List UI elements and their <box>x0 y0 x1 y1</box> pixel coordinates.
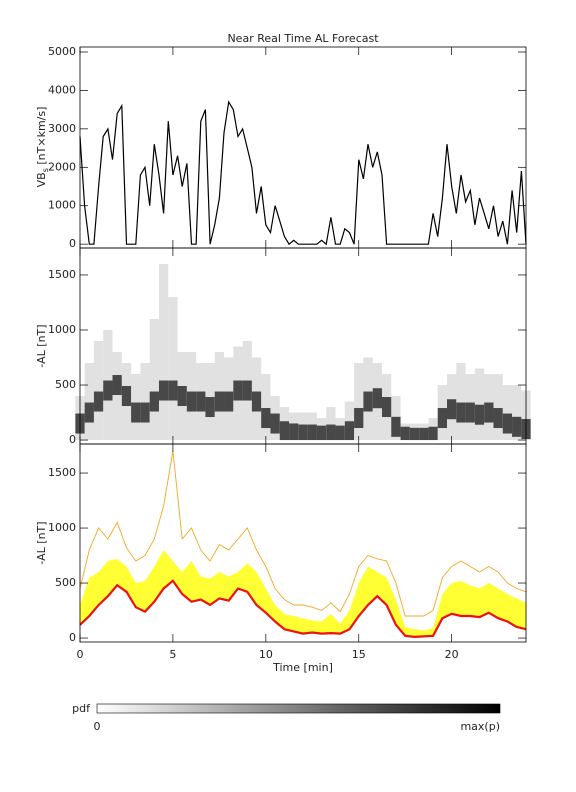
pdf-spread <box>344 401 355 441</box>
line <box>79 100 527 246</box>
pdf-core <box>251 391 262 412</box>
x-tick-label: 20 <box>445 648 459 661</box>
y-tick-label: 0 <box>69 631 76 644</box>
y-tick-label: 500 <box>55 378 76 391</box>
x-tick-label: 15 <box>352 648 366 661</box>
y-tick-label: 0 <box>69 433 76 446</box>
plot-frame <box>79 46 527 249</box>
pdf-core <box>307 424 317 441</box>
pdf-core <box>372 388 382 409</box>
y-tick-label: 1000 <box>48 521 76 534</box>
pdf-spread <box>456 363 466 441</box>
pdf-core <box>344 421 355 441</box>
pdf-core <box>437 408 448 429</box>
pdf-spread <box>140 363 150 441</box>
pdf-core <box>131 402 141 423</box>
pdf-core <box>400 426 410 441</box>
pdf-core <box>298 424 308 441</box>
pdf-core <box>233 380 243 401</box>
colorbar <box>96 703 501 714</box>
pdf-core <box>270 413 280 434</box>
pdf-core <box>279 421 290 441</box>
pdf-core <box>140 402 150 423</box>
max-line <box>79 450 527 617</box>
pdf-spread <box>168 296 178 441</box>
x-tick-label: 10 <box>259 648 273 661</box>
pdf-spread <box>502 385 513 441</box>
pdf-core <box>196 391 206 412</box>
plot-frame <box>79 443 527 643</box>
y-tick-label: 1500 <box>48 466 76 479</box>
pdf-core <box>484 402 494 423</box>
pdf-core <box>409 427 420 441</box>
pdf-spread <box>512 385 522 441</box>
pdf-core <box>381 397 392 418</box>
pdf-core <box>84 402 94 423</box>
colorbar-title: pdf <box>72 702 91 715</box>
pdf-core <box>112 375 122 396</box>
pdf-core <box>493 408 503 429</box>
pdf-core <box>186 391 197 412</box>
y-tick-label: 2000 <box>48 160 76 173</box>
pdf-spread <box>261 374 271 441</box>
y-tick-label: 1000 <box>48 323 76 336</box>
y-axis-label: VBs [nT×km/s] <box>35 107 50 188</box>
y-tick-label: 3000 <box>48 122 76 135</box>
colorbar-min: 0 <box>94 720 101 733</box>
pdf-spread <box>474 368 485 441</box>
pdf-core <box>121 386 132 407</box>
pdf-core <box>391 416 401 437</box>
colorbar-max: max(p) <box>460 720 500 733</box>
pdf-core <box>354 408 364 429</box>
pdf-core <box>214 391 225 412</box>
pdf-core <box>474 404 485 425</box>
pdf-spread <box>493 374 503 441</box>
pdf-core <box>419 427 429 441</box>
pdf-core <box>168 380 178 401</box>
pdf-core <box>149 391 159 412</box>
pdf-core <box>447 399 457 420</box>
y-axis-label: -AL [nT] <box>35 521 48 564</box>
pdf-core <box>465 402 475 423</box>
y-axis-label: -AL [nT] <box>35 324 48 367</box>
y-tick-label: 1500 <box>48 268 76 281</box>
pdf-core <box>502 413 513 434</box>
pdf-core <box>242 380 252 401</box>
x-tick-label: 0 <box>77 648 84 661</box>
chart-title: Near Real Time AL Forecast <box>227 32 379 45</box>
pdf-core <box>261 408 271 429</box>
spread-area <box>80 550 526 637</box>
pdf-core <box>512 416 522 437</box>
pdf-spread <box>354 363 364 441</box>
pdf-spread <box>326 407 336 441</box>
pdf-core <box>224 391 234 412</box>
pdf-spread <box>112 351 122 441</box>
x-axis-label: Time [min] <box>272 661 333 674</box>
y-tick-label: 5000 <box>48 45 76 58</box>
pdf-spread <box>93 340 104 441</box>
y-tick-label: 4000 <box>48 83 76 96</box>
pdf-core <box>93 391 104 412</box>
pdf-core <box>456 402 466 423</box>
y-tick-label: 0 <box>69 237 76 250</box>
y-tick-label: 500 <box>55 576 76 589</box>
pdf-core <box>428 426 438 441</box>
median-line <box>79 579 527 639</box>
pdf-core <box>103 380 113 401</box>
pdf-core <box>363 391 373 412</box>
pdf-core <box>316 425 327 441</box>
pdf-core <box>177 386 187 407</box>
pdf-core <box>158 380 169 401</box>
pdf-spread <box>158 263 169 441</box>
y-tick-label: 1000 <box>48 199 76 212</box>
pdf-spread <box>84 363 94 441</box>
pdf-spread <box>149 318 159 441</box>
pdf-core <box>205 397 215 418</box>
pdf-core <box>289 423 299 441</box>
x-tick-label: 5 <box>169 648 176 661</box>
pdf-core <box>335 425 345 441</box>
pdf-core <box>326 424 336 441</box>
